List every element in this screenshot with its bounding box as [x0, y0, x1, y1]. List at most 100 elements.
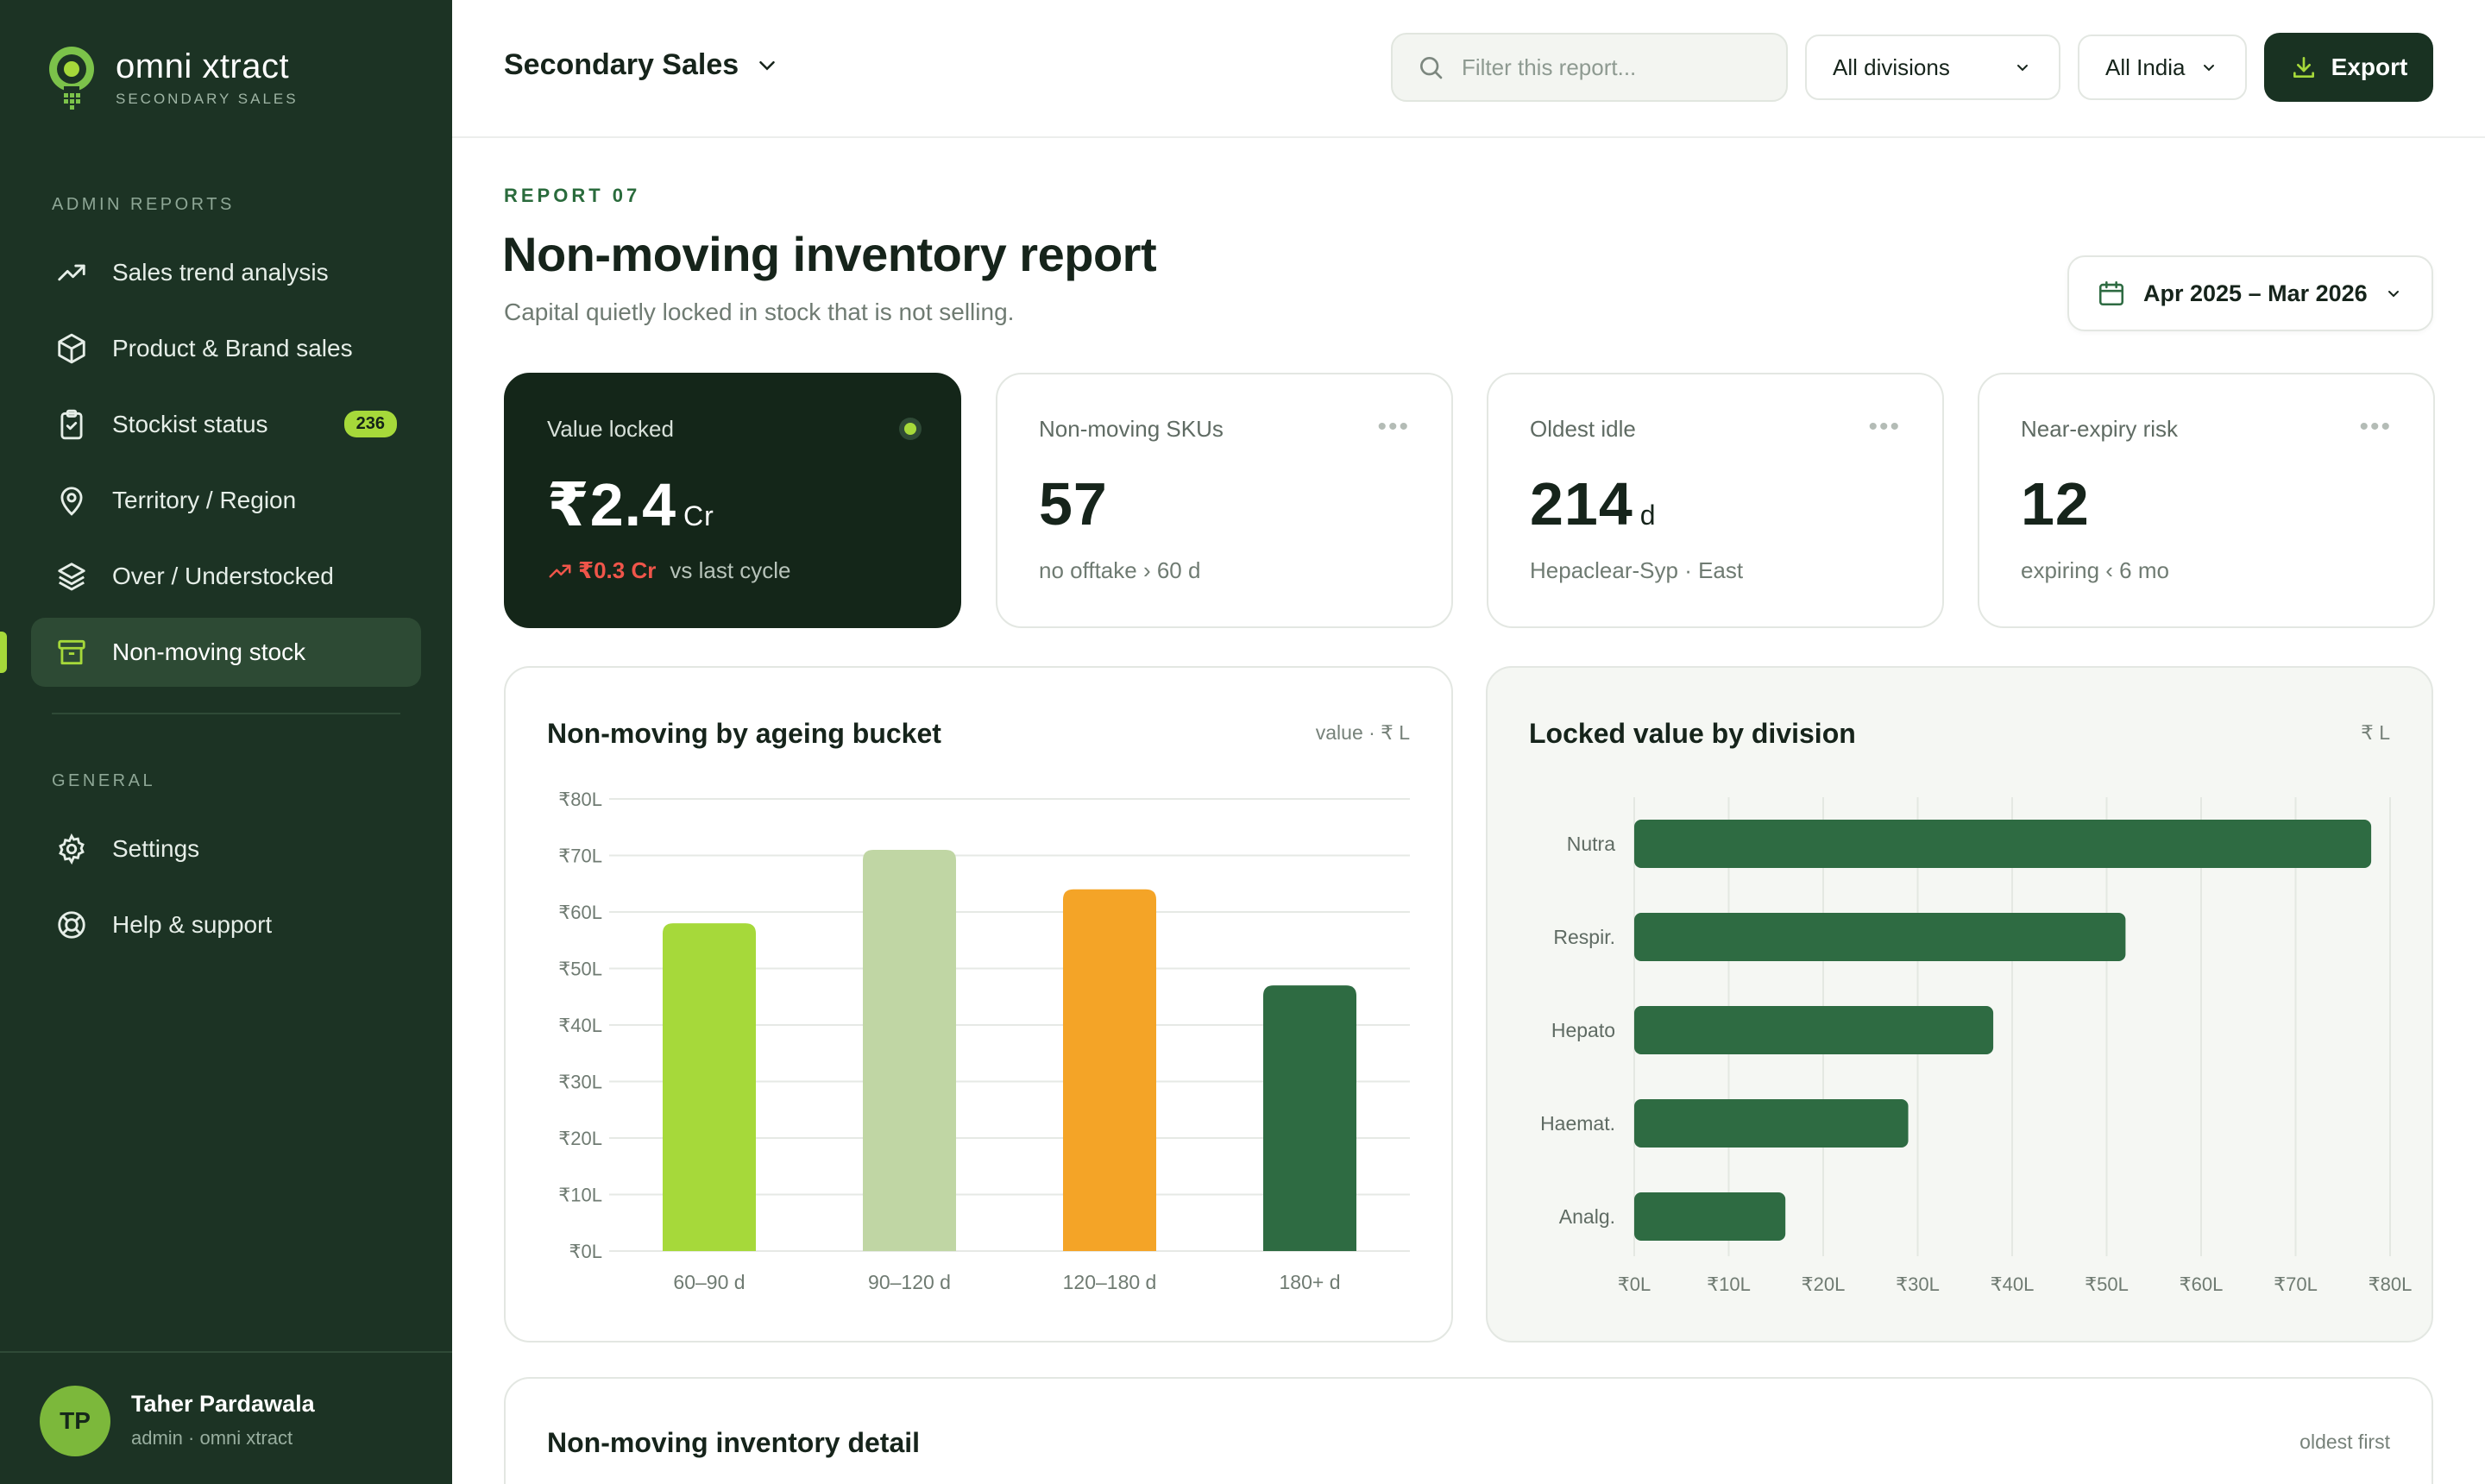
sidebar-item-over-understocked[interactable]: Over / Understocked: [31, 542, 421, 611]
region-filter[interactable]: All India: [2078, 35, 2247, 100]
kpi-near-expiry: Near-expiry risk ••• 12 expiring ‹ 6 mo: [1978, 373, 2435, 628]
kpi-number: ₹2.4: [547, 471, 677, 538]
chevron-down-icon: [759, 60, 775, 71]
more-options-icon[interactable]: •••: [1377, 412, 1410, 441]
x-tick-label: ₹10L: [1707, 1273, 1751, 1295]
x-tick-label: 90–120 d: [868, 1271, 951, 1293]
x-tick-label: 180+ d: [1280, 1271, 1341, 1293]
x-tick-label: ₹50L: [2085, 1273, 2129, 1295]
bar: [1634, 913, 2126, 961]
bar: [1634, 1192, 1786, 1241]
x-tick-label: ₹80L: [2369, 1273, 2413, 1295]
division-bar-chart: ₹0L ₹10L ₹20L ₹30L ₹40L ₹50L ₹60L ₹70L ₹80L Nutra…: [1540, 797, 2413, 1295]
box-icon: [58, 333, 85, 364]
date-range-label: Apr 2025 – Mar 2026: [2143, 280, 2368, 306]
sidebar-item-non-moving-stock[interactable]: Non-moving stock: [31, 618, 421, 687]
kpi-delta-caption: vs last cycle: [670, 557, 791, 583]
more-options-icon[interactable]: •••: [1868, 412, 1901, 441]
kpi-unit: d: [1639, 500, 1657, 531]
brand-logo-icon: [49, 47, 94, 110]
kpi-footnote: ₹0.3 Cr vs last cycle: [547, 557, 791, 584]
sort-order-label[interactable]: oldest first: [2299, 1431, 2390, 1453]
search-box[interactable]: [1391, 33, 1788, 102]
bar: [863, 849, 956, 1251]
sidebar-item-territory[interactable]: Territory / Region: [31, 466, 421, 535]
nav-section-admin: ADMIN REPORTS: [52, 195, 235, 214]
sidebar-item-sales-trend[interactable]: Sales trend analysis: [31, 238, 421, 307]
sidebar-item-label: Stockist status: [112, 411, 268, 437]
report-number: REPORT 07: [504, 185, 641, 206]
topbar: Secondary Sales All divisions All India …: [452, 0, 2485, 138]
user-name: Taher Pardawala: [131, 1391, 315, 1417]
y-tick-label: Analg.: [1559, 1205, 1615, 1228]
page-subtitle: Capital quietly locked in stock that is …: [504, 299, 1015, 325]
brand-subtitle: SECONDARY SALES: [116, 91, 299, 107]
kpi-number: 214: [1530, 470, 1633, 538]
bar: [1634, 820, 2372, 868]
kpi-value: 57: [1039, 470, 1108, 538]
sidebar-item-label: Sales trend analysis: [112, 259, 329, 286]
brand[interactable]: omni xtract SECONDARY SALES: [43, 43, 299, 112]
kpi-label: Near-expiry risk: [2021, 416, 2179, 442]
clipboard-icon: [60, 409, 83, 440]
detail-title: Non-moving inventory detail: [547, 1427, 921, 1458]
date-range-picker[interactable]: Apr 2025 – Mar 2026: [2067, 255, 2433, 331]
kpi-non-moving-skus: Non-moving SKUs ••• 57 no offtake › 60 d: [996, 373, 1453, 628]
calendar-icon: [2098, 280, 2124, 306]
kpi-oldest-idle: Oldest idle ••• 214 d Hepaclear-Syp · Eas…: [1487, 373, 1944, 628]
sidebar-item-label: Territory / Region: [112, 487, 297, 513]
division-filter[interactable]: All divisions: [1805, 35, 2060, 100]
lifebuoy-icon: [58, 911, 85, 939]
more-options-icon[interactable]: •••: [2359, 412, 2392, 441]
gear-icon: [59, 833, 85, 865]
division-filter-value: All divisions: [1833, 53, 1950, 80]
x-tick-label: ₹60L: [2180, 1273, 2224, 1295]
ageing-bar-chart: ₹0L ₹10L ₹20L ₹30L ₹40L ₹50L ₹60L ₹70L ₹80L 60–90…: [558, 789, 1410, 1293]
page-selector[interactable]: Secondary Sales: [504, 48, 780, 82]
y-tick-label: ₹70L: [558, 846, 602, 867]
bar: [1634, 1006, 1994, 1054]
kpi-value: 12: [2021, 470, 2090, 538]
search-input[interactable]: [1462, 53, 1772, 81]
search-icon: [1420, 57, 1443, 79]
ageing-bucket-card: Non-moving by ageing bucket value · ₹ L …: [504, 666, 1453, 1343]
sidebar-item-label: Non-moving stock: [112, 638, 306, 665]
chart-unit-note: ₹ L: [2361, 721, 2390, 744]
bar: [663, 923, 756, 1251]
division-value-card: Locked value by division ₹ L ₹0L ₹10L ₹20L…: [1486, 666, 2433, 1343]
kpi-delta-value: ₹0.3 Cr: [578, 557, 657, 583]
bar: [1063, 889, 1156, 1251]
map-pin-icon: [60, 487, 83, 516]
chart-title: Non-moving by ageing bucket: [547, 718, 941, 749]
status-indicator: [899, 418, 922, 440]
kpi-value-locked: Value locked ₹2.4 Cr ₹0.3 Cr vs last cycl…: [504, 373, 961, 628]
x-tick-label: 120–180 d: [1063, 1271, 1157, 1293]
y-tick-label: ₹30L: [558, 1072, 602, 1093]
sidebar-item-product-brand[interactable]: Product & Brand sales: [31, 314, 421, 383]
chevron-down-icon: [2204, 65, 2214, 72]
chevron-down-icon: [2388, 291, 2399, 298]
y-tick-label: Respir.: [1553, 926, 1615, 948]
download-icon: [2293, 57, 2314, 78]
kpi-value: 214 d: [1530, 469, 1657, 538]
y-tick-label: Hepato: [1551, 1019, 1615, 1041]
sidebar-item-help[interactable]: Help & support: [31, 890, 421, 959]
nav-section-general: GENERAL: [52, 771, 156, 790]
kpi-value: ₹2.4 Cr: [547, 469, 714, 540]
user-profile[interactable]: TP Taher Pardawala admin · omni xtract: [0, 1351, 452, 1484]
sidebar-item-stockist-status[interactable]: Stockist status 236: [31, 390, 421, 459]
page-selector-label: Secondary Sales: [504, 48, 739, 81]
kpi-delta: ₹0.3 Cr: [547, 557, 656, 584]
kpi-label: Non-moving SKUs: [1039, 416, 1224, 442]
y-tick-label: ₹0L: [569, 1241, 602, 1262]
x-tick-label: ₹40L: [1991, 1273, 2035, 1295]
sidebar-item-settings[interactable]: Settings: [31, 814, 421, 883]
page-title: Non-moving inventory report: [502, 227, 1157, 281]
chevron-down-icon: [2017, 65, 2028, 72]
export-button[interactable]: Export: [2264, 33, 2433, 102]
layers-icon: [58, 563, 85, 591]
x-tick-label: ₹30L: [1896, 1273, 1940, 1295]
kpi-footnote: Hepaclear-Syp · East: [1530, 557, 1744, 583]
bar: [1263, 985, 1356, 1251]
chart-unit-note: value · ₹ L: [1315, 721, 1410, 744]
